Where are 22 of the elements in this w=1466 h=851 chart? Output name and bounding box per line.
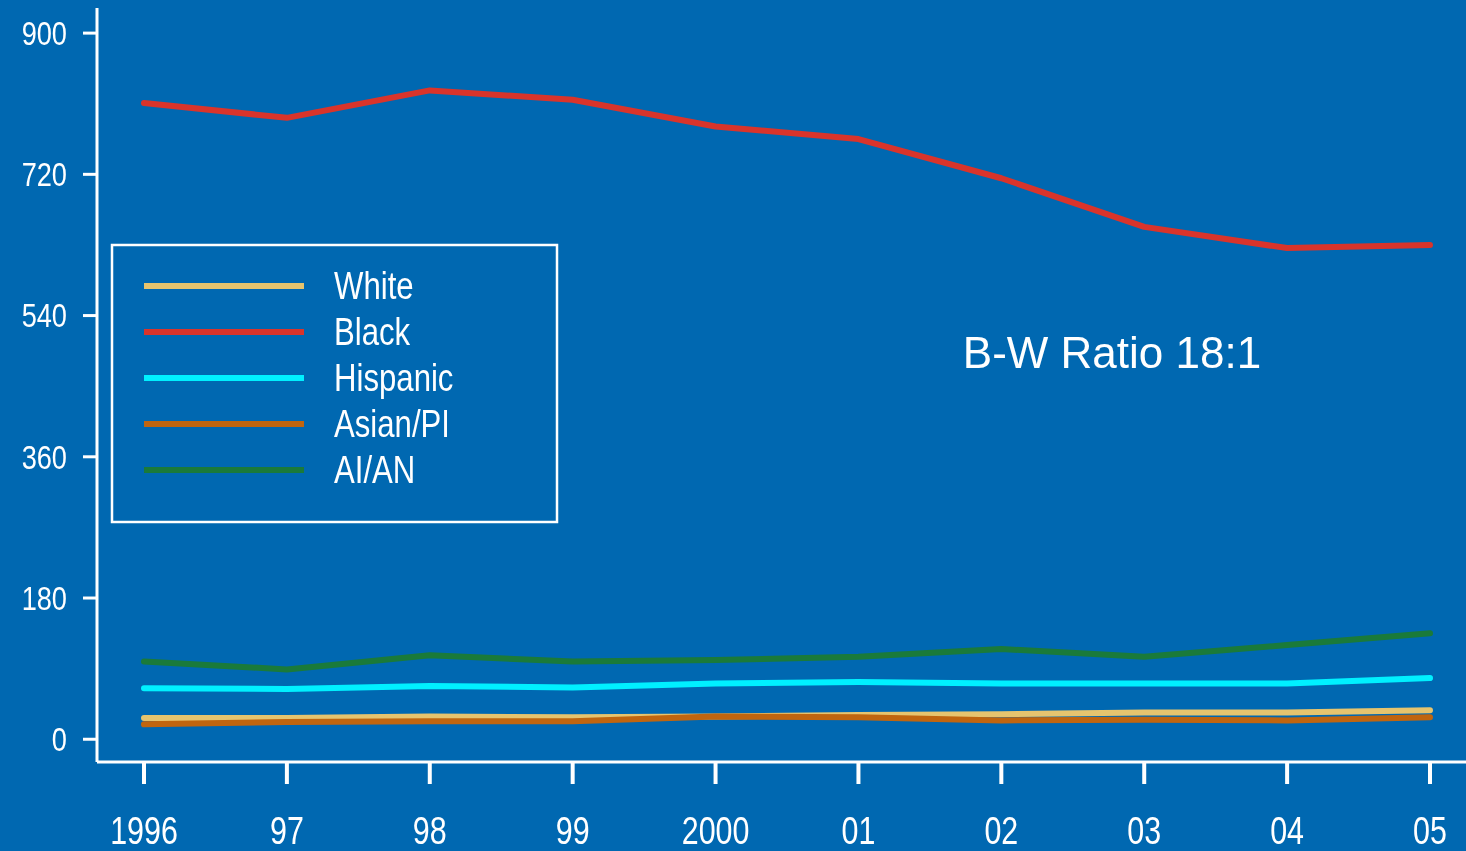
- legend-label: AI/AN: [334, 449, 416, 491]
- x-tick-label: 2000: [681, 809, 750, 851]
- x-tick-label: 98: [412, 809, 447, 851]
- y-tick-label: 360: [21, 437, 67, 477]
- y-tick-label: 540: [21, 296, 67, 336]
- y-tick-label: 0: [51, 720, 67, 759]
- x-tick-label: 02: [984, 809, 1019, 851]
- annotation: B-W Ratio 18:1: [962, 328, 1262, 377]
- x-tick-label: 97: [269, 809, 304, 851]
- x-tick-label: 04: [1270, 809, 1305, 851]
- legend-label: Hispanic: [334, 357, 454, 399]
- legend-label: White: [334, 265, 414, 307]
- x-tick-label: 05: [1413, 809, 1447, 851]
- y-tick-label: 180: [21, 579, 67, 618]
- legend-label: Black: [334, 311, 411, 353]
- x-tick-label: 01: [841, 809, 876, 851]
- y-tick-label: 720: [21, 155, 67, 194]
- x-tick-label: 03: [1127, 809, 1162, 851]
- x-tick-label: 99: [555, 809, 590, 851]
- legend-label: Asian/PI: [334, 403, 450, 445]
- x-tick-label: 1996: [110, 809, 178, 851]
- y-tick-label: 900: [21, 14, 67, 53]
